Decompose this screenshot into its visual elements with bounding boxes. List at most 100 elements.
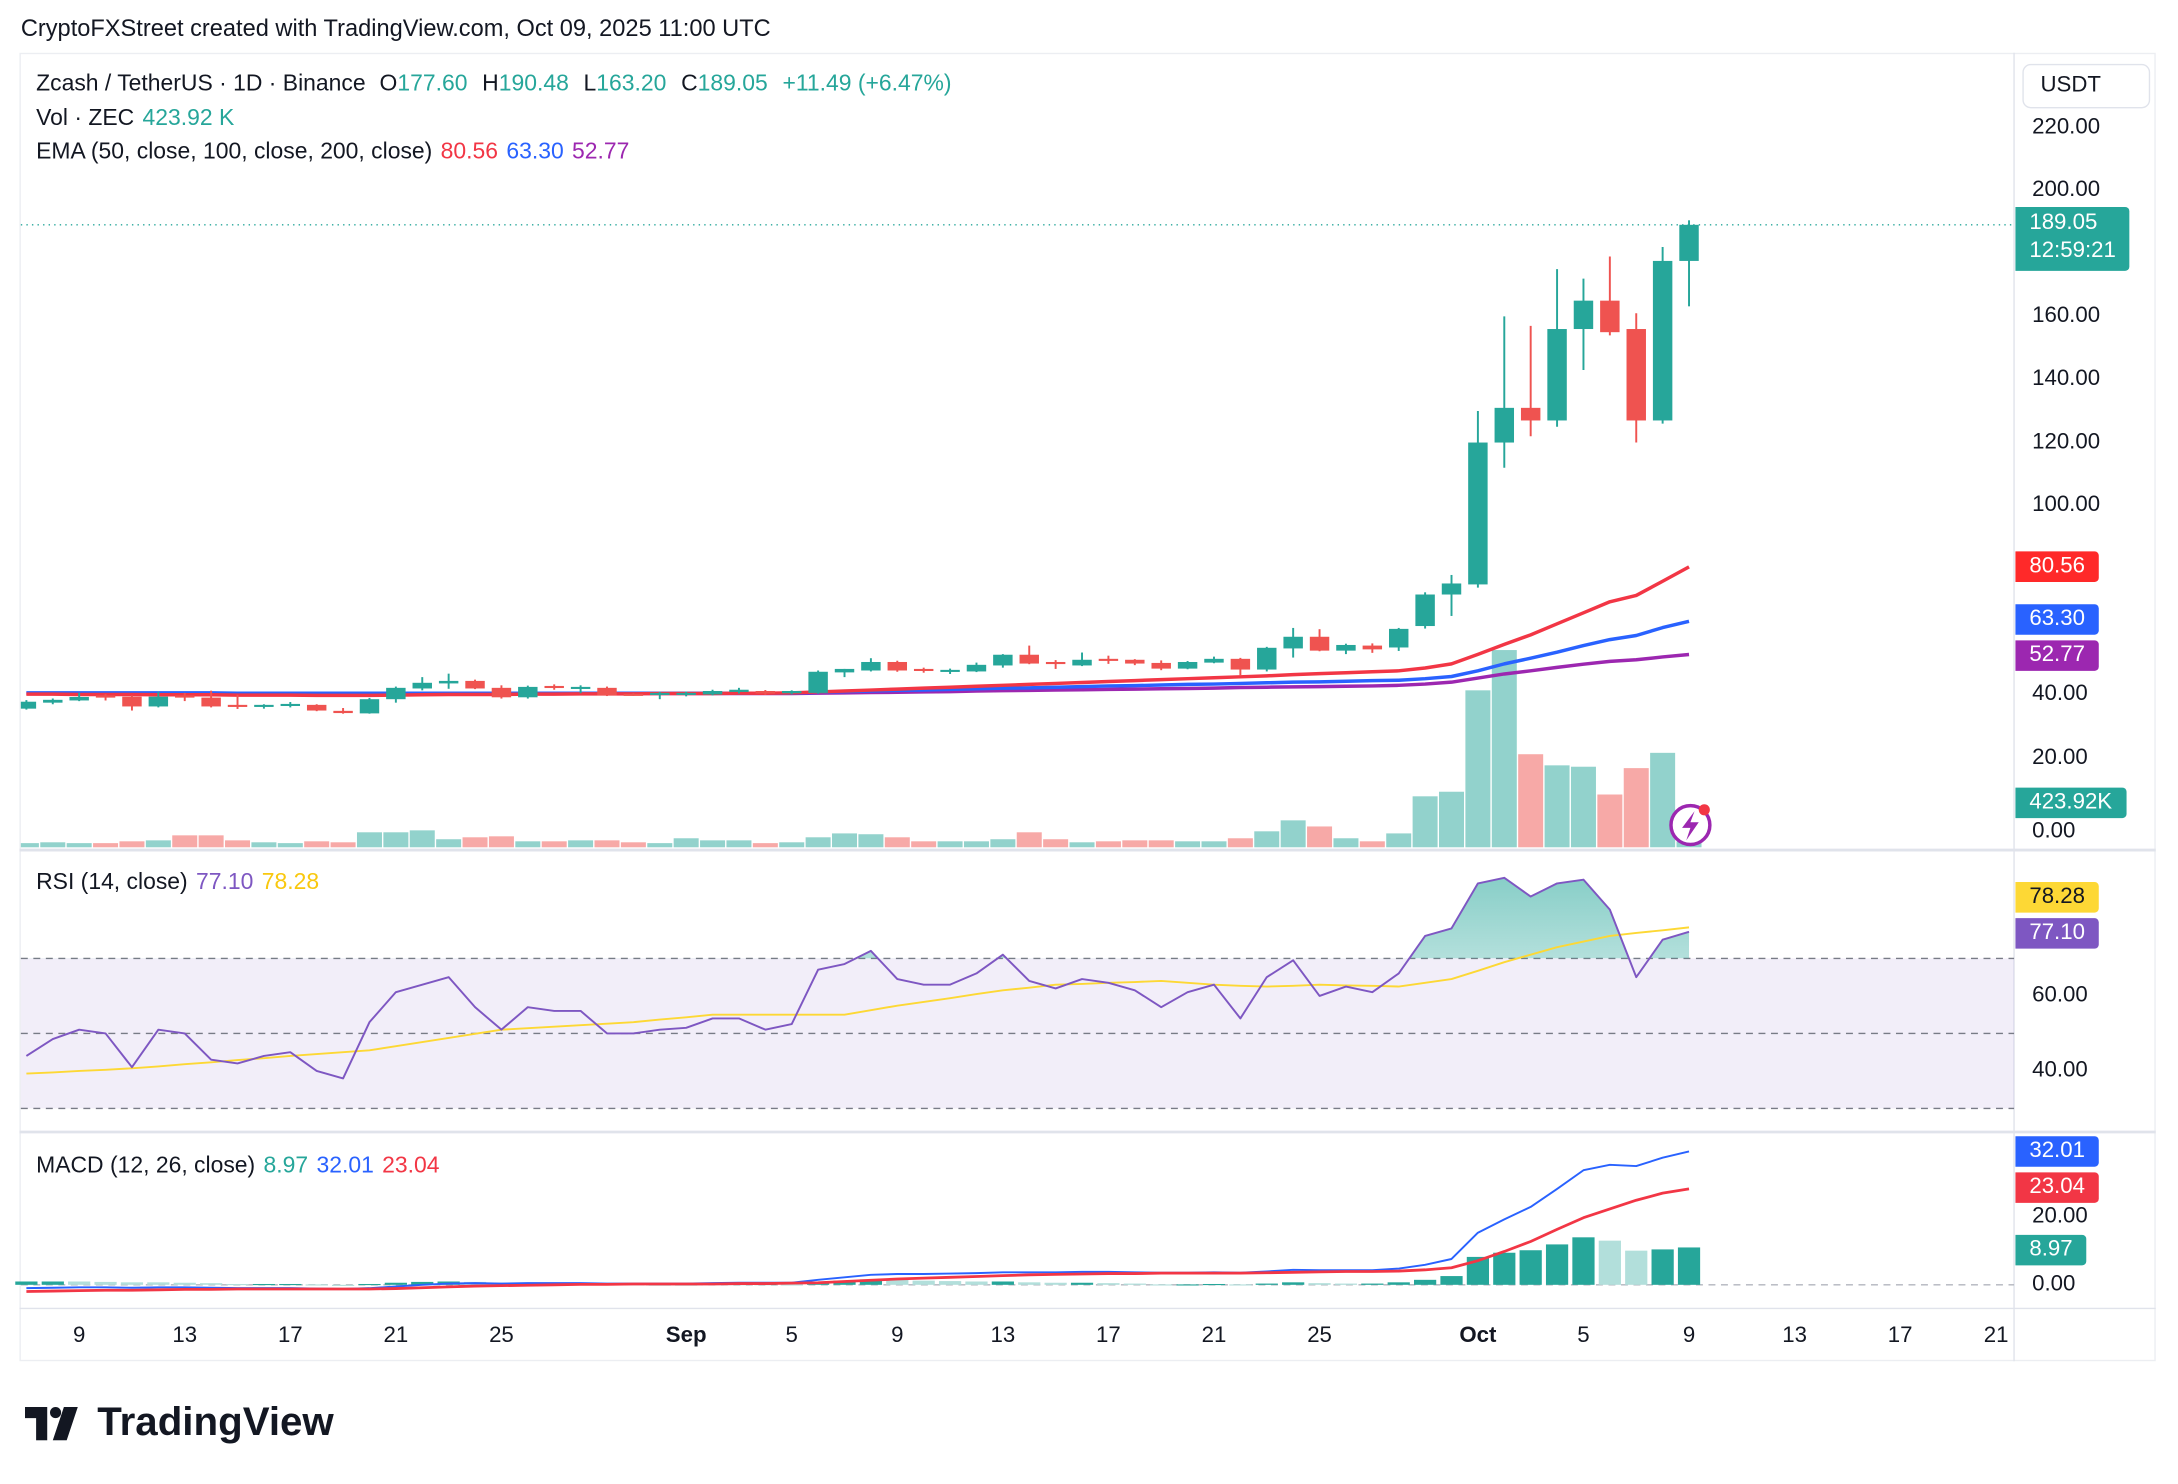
time-tick-label: 17 (1887, 1323, 1913, 1348)
macd-histogram-bar (1308, 1283, 1331, 1285)
candle-body (676, 692, 696, 695)
ema200-line (26, 652, 1690, 696)
candle-body (913, 668, 934, 672)
macd-histogram-bar (68, 1281, 91, 1285)
rsi-band (20, 958, 2015, 1109)
macd-histogram-bar (1123, 1283, 1146, 1285)
candle-body (43, 699, 63, 703)
macd-histogram-bar (1070, 1282, 1094, 1285)
price-tick-label: 220.00 (2032, 114, 2101, 139)
price-tick-label: 0.00 (2032, 819, 2076, 844)
candle (227, 694, 248, 709)
macd-histogram-bar (1387, 1282, 1410, 1285)
macd-histogram-bar (938, 1281, 962, 1285)
candle (1415, 592, 1435, 629)
macd-legend[interactable]: MACD (12, 26, close) 8.97 32.01 23.04 (36, 1153, 448, 1179)
volume-bar (541, 841, 567, 848)
macd-histogram-bar (912, 1280, 935, 1285)
volume-bar (963, 841, 989, 848)
volume-bar (805, 837, 831, 848)
volume-legend[interactable]: Vol · ZEC 423.92 K (36, 106, 243, 132)
macd-histogram-bar (279, 1283, 302, 1286)
macd-histogram-bar (358, 1283, 381, 1286)
symbol-legend[interactable]: Zcash / TetherUS · 1D · Binance O177.60 H… (36, 71, 960, 97)
candle (122, 695, 142, 711)
candle (755, 690, 776, 695)
macd-tag: 32.01 (2015, 1136, 2099, 1167)
macd-histogram-bar (252, 1283, 276, 1286)
tradingview-logo[interactable]: TradingView (25, 1400, 334, 1446)
ema50-tag: 80.56 (2015, 551, 2099, 582)
price-tick-label: 140.00 (2032, 366, 2101, 391)
currency-button[interactable]: USDT (2022, 63, 2151, 109)
price-tick-label: 160.00 (2032, 303, 2101, 328)
candle-body (1547, 329, 1567, 421)
time-tick-label: 9 (1682, 1323, 1696, 1348)
alert-lightning-icon[interactable] (1669, 803, 1712, 847)
macd-tick-label: 20.00 (2032, 1204, 2088, 1228)
candle-body (1494, 407, 1515, 443)
volume-bar (1148, 840, 1174, 848)
logo-text: TradingView (97, 1400, 334, 1445)
time-tick-label: 25 (489, 1323, 514, 1348)
rsi-tag: 77.10 (2015, 918, 2099, 949)
price-tick-label: 200.00 (2032, 177, 2101, 202)
macd-histogram-bar (331, 1284, 355, 1286)
volume-bar (1570, 766, 1596, 848)
time-tick-label: 13 (1782, 1323, 1807, 1348)
volume-bar (884, 837, 910, 848)
candle (1177, 661, 1198, 670)
candle (1389, 627, 1409, 651)
candle-body (148, 696, 169, 707)
macd-histogram-bar (384, 1282, 407, 1285)
macd-histogram-bar (411, 1281, 434, 1285)
candle (95, 694, 116, 701)
candle (1494, 316, 1515, 468)
rsi-legend[interactable]: RSI (14, close) 77.10 78.28 (36, 870, 327, 896)
chart-frame (19, 52, 2156, 1362)
time-tick-label: 5 (1577, 1323, 1590, 1348)
ema-label: EMA (50, close, 100, close, 200, close) (36, 138, 433, 164)
candle (69, 692, 89, 702)
candle-body (491, 687, 512, 698)
candle-body (1230, 658, 1251, 670)
high-label: H (482, 70, 499, 96)
ema200-value: 52.77 (572, 138, 630, 164)
candle-body (834, 668, 855, 673)
candle-body (1389, 628, 1409, 648)
volume-bar (1491, 650, 1517, 848)
macd-tick-label: 0.00 (2032, 1272, 2076, 1296)
volume-bar (277, 843, 303, 848)
candle-body (254, 704, 274, 707)
candle-body (755, 690, 776, 694)
candle (1573, 278, 1594, 371)
candle (940, 668, 960, 674)
candle (966, 662, 987, 673)
candle (1204, 656, 1224, 664)
macd-histogram-bar (1651, 1249, 1674, 1285)
candle (1362, 643, 1383, 653)
volume-bar (1518, 754, 1544, 848)
candle (1045, 660, 1066, 669)
candle (148, 691, 169, 708)
rsi-ma-value: 78.28 (261, 869, 320, 895)
candle (1230, 657, 1251, 676)
volume-bar (304, 841, 330, 848)
candle (359, 697, 380, 714)
ema50-line (26, 565, 1690, 698)
candle (254, 704, 274, 709)
time-tick-label: 17 (1096, 1323, 1121, 1348)
time-tick-label: 25 (1307, 1323, 1332, 1348)
macd-histogram-bar (15, 1281, 38, 1285)
ema-legend[interactable]: EMA (50, close, 100, close, 200, close) 8… (36, 139, 638, 165)
volume-bar (1544, 765, 1570, 848)
macd-line-value: 32.01 (316, 1152, 374, 1178)
candle-body (993, 654, 1013, 666)
volume-bar (383, 832, 409, 848)
candle (1098, 655, 1119, 664)
candle-body (570, 686, 591, 689)
candle (201, 690, 221, 708)
candle (1336, 643, 1356, 655)
candle (1441, 574, 1462, 616)
